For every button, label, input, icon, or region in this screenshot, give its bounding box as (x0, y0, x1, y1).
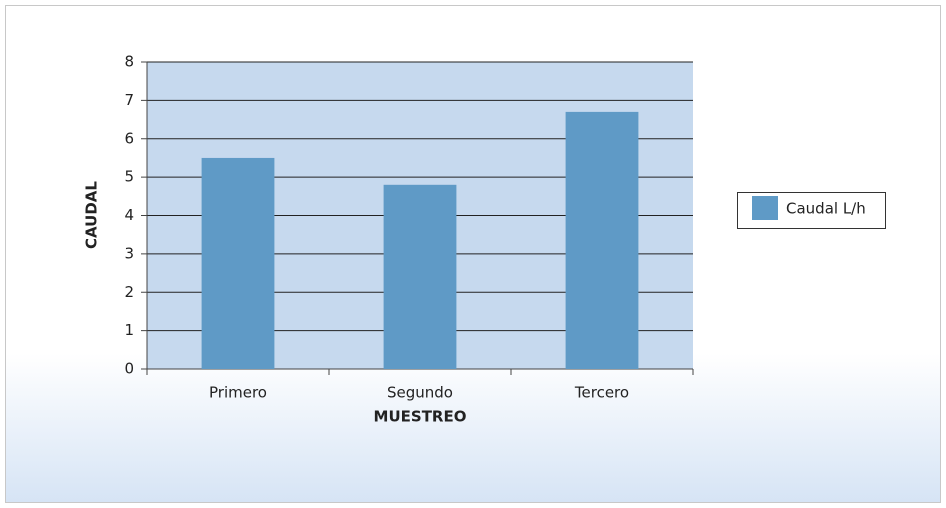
y-tick-label: 0 (124, 360, 134, 378)
legend-label: Caudal L/h (786, 200, 866, 218)
y-tick-label: 1 (124, 321, 134, 339)
y-tick-label: 3 (124, 244, 134, 262)
y-tick-label: 2 (124, 283, 134, 301)
y-tick-label: 4 (124, 206, 134, 224)
x-tick-label: Primero (209, 384, 267, 402)
bar (201, 157, 275, 369)
y-tick-label: 5 (124, 168, 134, 186)
y-tick-label: 7 (124, 91, 134, 109)
y-tick-label: 6 (124, 129, 134, 147)
bar (383, 184, 457, 369)
bar (565, 111, 639, 369)
x-tick-label: Segundo (387, 384, 453, 402)
y-axis-label: CAUDAL (83, 181, 101, 249)
y-tick-label: 8 (124, 53, 134, 71)
x-tick-label: Tercero (574, 384, 629, 402)
legend-swatch (752, 196, 778, 220)
x-axis-label: MUESTREO (374, 408, 467, 426)
